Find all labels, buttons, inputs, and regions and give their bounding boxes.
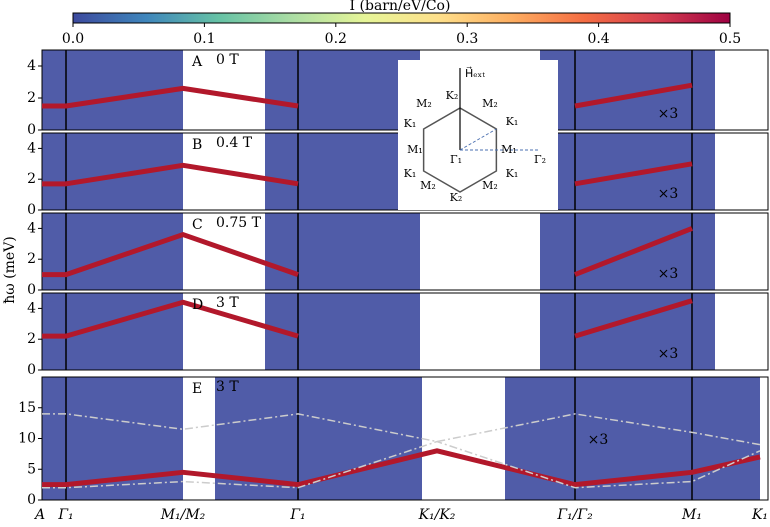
heatmap-background xyxy=(265,213,420,290)
colorbar-tick-label: 0.4 xyxy=(587,31,609,47)
axis-break xyxy=(185,213,198,290)
scale-label: ×3 xyxy=(658,106,679,122)
y-tick-label: 15 xyxy=(18,400,36,416)
inset-label: K₁ xyxy=(506,115,519,128)
inset-label: M₁ xyxy=(407,143,423,156)
panel-frame xyxy=(41,292,769,371)
y-tick-label: 10 xyxy=(18,431,36,447)
colorbar-tick-label: 0.5 xyxy=(719,31,741,47)
colorbar-tick-label: 0.2 xyxy=(325,31,347,47)
heatmap-background xyxy=(42,213,183,290)
panel-label: C xyxy=(192,217,203,233)
y-tick-label: 2 xyxy=(27,251,36,267)
inset-field-label: H⃗ₑₓₜ xyxy=(465,66,485,80)
field-label: 0 T xyxy=(216,52,239,68)
axis-break xyxy=(422,377,450,500)
y-tick-label: 2 xyxy=(27,171,36,187)
axis-break xyxy=(185,377,198,500)
heatmap-background xyxy=(42,293,183,370)
axis-break xyxy=(185,133,198,210)
field-label: 3 T xyxy=(216,379,239,395)
inset-label: Γ₁ xyxy=(450,153,462,166)
panel-label: A xyxy=(191,54,203,70)
x-tick-label: K₁ xyxy=(751,507,768,523)
y-tick-label: 0 xyxy=(27,122,36,138)
y-tick-label: 4 xyxy=(27,300,36,316)
heatmap-background xyxy=(540,133,715,210)
panel-label: E xyxy=(192,381,202,397)
y-tick-label: 5 xyxy=(27,461,36,477)
inset-label: M₁ xyxy=(501,143,517,156)
axis-break xyxy=(422,213,450,290)
colorbar-tick-label: 0.0 xyxy=(62,31,84,47)
y-tick-label: 0 xyxy=(27,202,36,218)
x-tick-label: Γ₁/Γ₂ xyxy=(556,507,593,523)
heatmap-background xyxy=(540,293,715,370)
field-label: 0.75 T xyxy=(216,215,262,231)
heatmap-background xyxy=(505,377,760,500)
scale-label: ×3 xyxy=(588,432,609,448)
band xyxy=(42,298,693,339)
y-tick-label: 4 xyxy=(27,140,36,156)
inset-label: K₁ xyxy=(506,167,519,180)
x-tick-label: Γ₁ xyxy=(289,507,305,523)
y-tick-label: 0 xyxy=(27,362,36,378)
inset-label: K₁ xyxy=(404,167,417,180)
colorbar-tick-label: 0.3 xyxy=(456,31,478,47)
y-tick-label: 4 xyxy=(27,58,36,74)
scale-label: ×3 xyxy=(658,186,679,202)
y-tick-label: 2 xyxy=(27,90,36,106)
cut-line xyxy=(459,128,497,151)
heatmap-background xyxy=(42,133,183,210)
heatmap-background xyxy=(265,133,420,210)
band xyxy=(42,82,693,109)
x-tick-label: M₁/M₂ xyxy=(160,507,206,523)
band xyxy=(42,448,761,488)
heatmap-background xyxy=(265,50,420,130)
x-tick-label: Γ₁ xyxy=(57,507,73,523)
x-tick-label: A xyxy=(33,507,45,523)
inset-label: Γ₂ xyxy=(534,153,546,166)
band xyxy=(42,161,693,187)
inset-label: K₁ xyxy=(404,117,417,130)
colorbar-title: I (barn/eV/Co) xyxy=(350,0,451,14)
inset-label: M₂ xyxy=(482,179,498,192)
x-tick-label: M₁ xyxy=(681,507,702,523)
scale-label: ×3 xyxy=(658,346,679,362)
field-label: 0.4 T xyxy=(216,135,253,151)
heatmap-background xyxy=(540,50,715,130)
x-tick-label: K₁/K₂ xyxy=(418,507,456,523)
y-tick-label: 4 xyxy=(27,220,36,236)
axis-break xyxy=(185,293,198,370)
axis-break xyxy=(422,293,450,370)
panel-label: D xyxy=(192,297,203,313)
y-tick-label: 2 xyxy=(27,331,36,347)
inset-label: K₂ xyxy=(446,89,459,102)
inset-label: M₂ xyxy=(482,97,498,110)
inset-background xyxy=(398,60,558,210)
colorbar-tick-label: 0.1 xyxy=(193,31,215,47)
inset-label: M₂ xyxy=(420,179,436,192)
colorbar xyxy=(72,12,731,24)
y-tick-label: 0 xyxy=(27,282,36,298)
band xyxy=(42,413,761,446)
inset-label: M₂ xyxy=(416,97,432,110)
y-tick-label: 0 xyxy=(27,492,36,508)
panel-frame xyxy=(41,212,769,291)
panel-label: B xyxy=(192,137,202,153)
scale-label: ×3 xyxy=(658,266,679,282)
field-label: 3 T xyxy=(216,295,239,311)
y-axis-label: ħω (meV) xyxy=(2,236,18,303)
inset-label: K₂ xyxy=(450,191,463,204)
band xyxy=(42,440,761,489)
band xyxy=(42,226,693,278)
